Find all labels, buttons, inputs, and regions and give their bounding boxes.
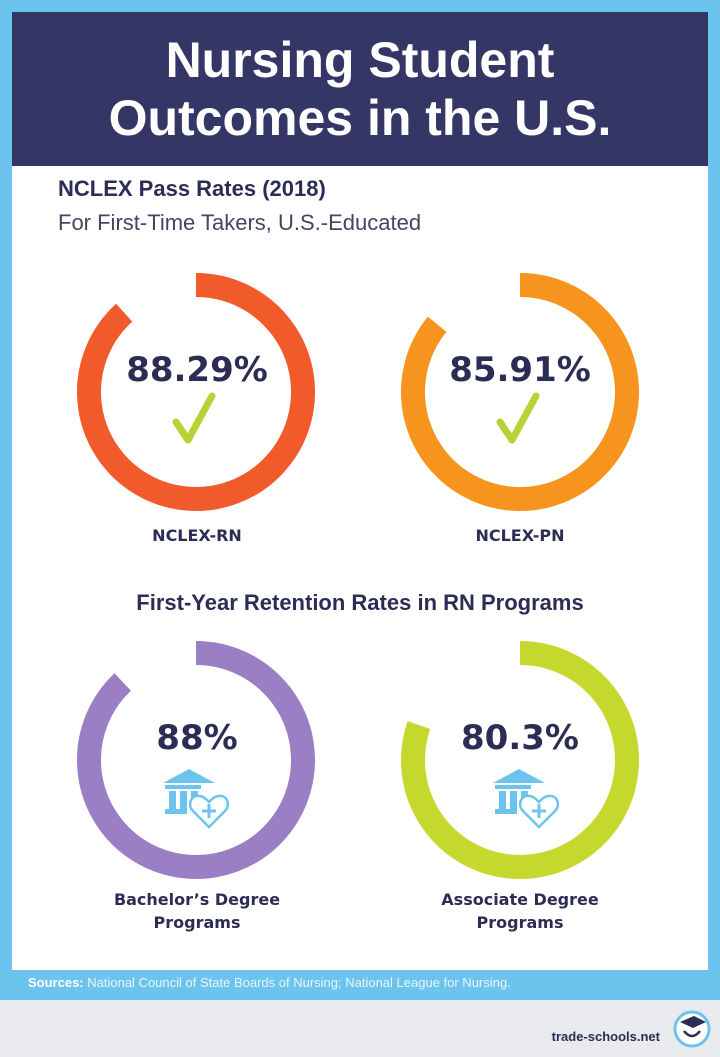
label-associate: Associate Degree Programs: [400, 888, 640, 934]
checkmark-icon: [496, 392, 540, 444]
section-title-nclex: NCLEX Pass Rates (2018): [58, 176, 326, 201]
section-subtitle-nclex: For First-Time Takers, U.S.-Educated: [58, 210, 422, 235]
ring-charts: [77, 273, 639, 879]
brand-link[interactable]: trade-schools.net: [551, 1029, 660, 1044]
label-bachelors: Bachelor’s Degree Programs: [77, 888, 317, 934]
label-nclex-rn: NCLEX-RN: [152, 526, 242, 545]
value-nclex-rn: 88.29%: [126, 350, 268, 390]
sources-text: National Council of State Boards of Nurs…: [83, 975, 511, 990]
checkmark-icon: [172, 392, 216, 444]
ring-associate: [401, 641, 639, 879]
label-associate-line-2: Programs: [476, 913, 564, 932]
label-bachelors-line-1: Bachelor’s Degree: [113, 890, 281, 909]
label-nclex-pn: NCLEX-PN: [475, 526, 565, 545]
value-nclex-pn: 85.91%: [449, 350, 591, 390]
ring-nclex-pn: [401, 273, 639, 511]
ring-nclex-rn: [77, 273, 315, 511]
nursing-school-icon: [493, 769, 560, 829]
value-associate: 80.3%: [461, 718, 579, 758]
title-line-2: Outcomes in the U.S.: [108, 90, 612, 146]
value-bachelors: 88%: [156, 718, 238, 758]
sources-label: Sources:: [28, 975, 84, 990]
ring-bachelors: [77, 641, 315, 879]
title-line-1: Nursing Student: [165, 32, 555, 88]
nursing-school-icon: [163, 769, 230, 829]
graduation-cap-logo-icon: [673, 1010, 711, 1048]
label-bachelors-line-2: Programs: [153, 913, 241, 932]
title-banner: Nursing Student Outcomes in the U.S.: [12, 12, 708, 166]
sources-note: Sources: National Council of State Board…: [28, 975, 511, 990]
section-title-retention: First-Year Retention Rates in RN Program…: [136, 590, 584, 615]
label-associate-line-1: Associate Degree: [441, 890, 599, 909]
